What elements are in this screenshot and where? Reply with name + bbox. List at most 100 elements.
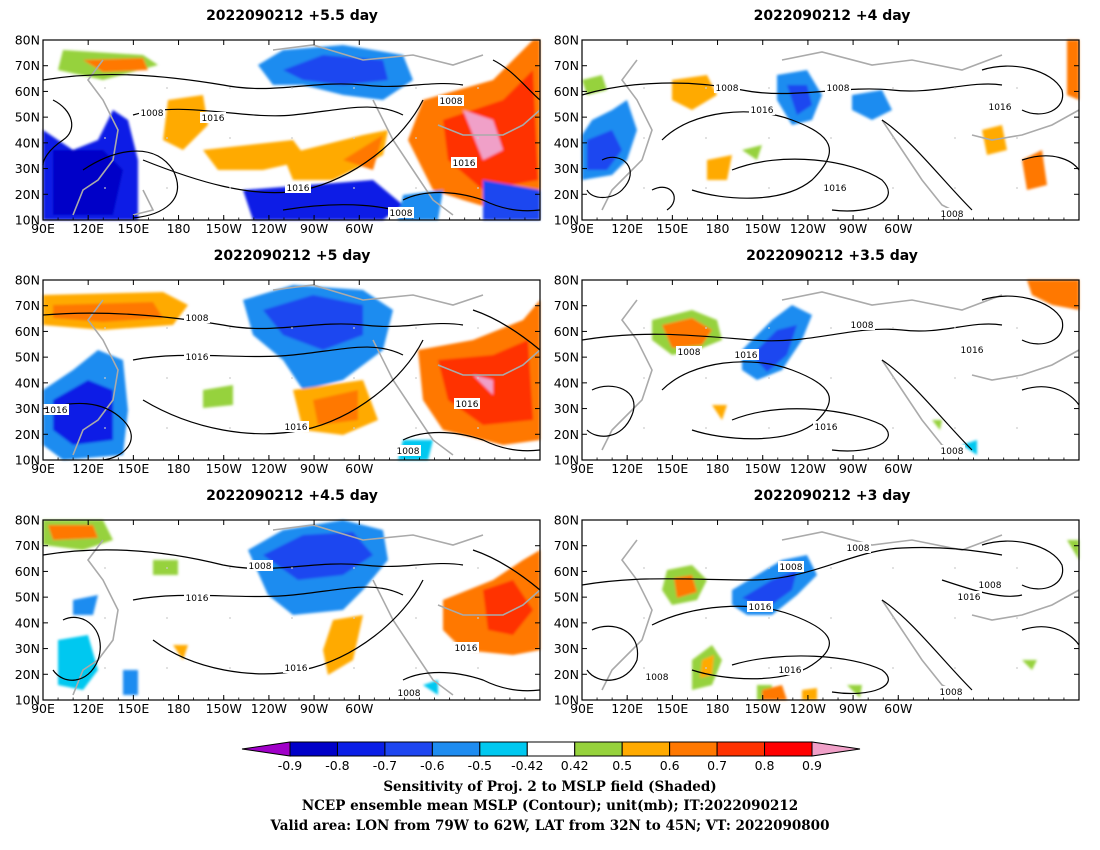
contour-label: 1016 <box>285 664 308 674</box>
colorbar-right-arrow <box>811 741 861 757</box>
contour-label: 1016 <box>751 106 774 116</box>
x-tick-label: 90W <box>300 701 328 716</box>
y-tick-label: 80N <box>15 33 40 48</box>
contour-label: 1008 <box>390 209 413 219</box>
colorbar-left-arrow <box>241 741 291 757</box>
contour-label: 1008 <box>141 109 164 119</box>
x-tick-label: 120E <box>611 461 643 476</box>
x-tick-label: 60W <box>345 461 373 476</box>
contour-label: 1016 <box>749 603 772 613</box>
contour-label: 1016 <box>735 351 758 361</box>
colorbar-label: 0.8 <box>755 758 775 773</box>
contour-label: 1008 <box>186 314 209 324</box>
x-tick-label: 120W <box>251 461 287 476</box>
contour-label: 1016 <box>186 353 209 363</box>
x-tick-label: 90W <box>300 461 328 476</box>
map-panel-1: 1008 1016 1016 1008 1016 1008 <box>42 40 541 220</box>
colorbar-label: 0.7 <box>707 758 727 773</box>
x-tick-label: 90W <box>839 701 867 716</box>
x-tick-label: 120W <box>790 461 826 476</box>
y-tick-label: 60N <box>554 324 579 339</box>
x-tick-label: 150W <box>206 221 242 236</box>
colorbar-label: 0.9 <box>802 758 822 773</box>
x-tick-label: 180 <box>706 221 730 236</box>
y-tick-label: 50N <box>15 590 40 605</box>
colorbar-box <box>621 741 671 757</box>
x-tick-label: 180 <box>167 461 191 476</box>
colorbar-label: 0.6 <box>660 758 680 773</box>
y-tick-label: 50N <box>554 350 579 365</box>
y-tick-label: 30N <box>554 161 579 176</box>
panel-title-3: 2022090212 +5 day <box>214 248 371 264</box>
x-tick-label: 90W <box>839 461 867 476</box>
x-tick-label: 120E <box>611 701 643 716</box>
x-tick-label: 60W <box>884 461 912 476</box>
y-tick-label: 70N <box>15 538 40 553</box>
x-tick-label: 120E <box>72 701 104 716</box>
y-tick-label: 50N <box>554 110 579 125</box>
y-tick-label: 20N <box>554 187 579 202</box>
colorbar-box <box>336 741 386 757</box>
x-tick-label: 90E <box>31 701 55 716</box>
y-tick-label: 70N <box>554 58 579 73</box>
map-panel-6: 1008 1008 1016 1008 1016 1008 1016 1008 <box>581 531 1080 700</box>
x-tick-label: 150W <box>745 221 781 236</box>
colorbar-box <box>716 741 766 757</box>
x-tick-label: 90W <box>839 221 867 236</box>
y-tick-label: 40N <box>554 375 579 390</box>
x-tick-label: 180 <box>167 701 191 716</box>
panel-axes-3: 90E 120E 150E 180 150W 120W 90W 60W 80N 70N 60N 50N… <box>15 273 541 476</box>
colorbar-box <box>289 741 338 757</box>
contour-label: 1016 <box>824 184 847 194</box>
contour-label: 1016 <box>186 594 209 604</box>
y-tick-label: 40N <box>15 615 40 630</box>
y-tick-label: 40N <box>15 375 40 390</box>
y-tick-label: 10N <box>15 213 40 228</box>
y-tick-label: 70N <box>15 298 40 313</box>
y-tick-label: 20N <box>554 667 579 682</box>
colorbar-label: -0.42 <box>511 758 543 773</box>
panel-title-4: 2022090212 +3.5 day <box>746 248 918 264</box>
y-tick-label: 20N <box>554 427 579 442</box>
y-tick-label: 60N <box>554 84 579 99</box>
x-tick-label: 150E <box>656 701 688 716</box>
x-tick-label: 90E <box>570 701 594 716</box>
y-tick-label: 30N <box>15 641 40 656</box>
y-tick-label: 80N <box>15 513 40 528</box>
colorbar: -0.9 -0.8 -0.7 -0.6 -0.5 -0.42 0.42 0.5 0.6 0.7 0.… <box>241 741 861 773</box>
contour-label: 1008 <box>941 447 964 457</box>
colorbar-box <box>764 741 813 757</box>
axes-frame <box>581 279 1080 461</box>
caption-line-2: NCEP ensemble mean MSLP (Contour); unit(… <box>302 798 798 814</box>
contour-label: 1008 <box>780 563 803 573</box>
y-tick-label: 20N <box>15 667 40 682</box>
colorbar-box <box>574 741 623 757</box>
x-tick-label: 150E <box>117 461 149 476</box>
contour-label: 1016 <box>455 644 478 654</box>
y-tick-label: 30N <box>554 401 579 416</box>
x-tick-label: 150W <box>206 701 242 716</box>
y-tick-label: 10N <box>554 453 579 468</box>
contour-label: 1016 <box>456 400 479 410</box>
axes-frame <box>42 519 541 701</box>
x-tick-label: 90W <box>300 221 328 236</box>
contour-label: 1016 <box>453 159 476 169</box>
y-tick-label: 50N <box>554 590 579 605</box>
colorbar-label: -0.7 <box>373 758 397 773</box>
contour-label: 1008 <box>440 97 463 107</box>
y-tick-label: 50N <box>15 350 40 365</box>
contour-label: 1008 <box>847 544 870 554</box>
axes-frame <box>581 39 1080 221</box>
x-tick-label: 120E <box>611 221 643 236</box>
contour-label: 1016 <box>285 423 308 433</box>
y-tick-label: 70N <box>554 538 579 553</box>
colorbar-label: 0.5 <box>612 758 632 773</box>
x-tick-label: 150E <box>117 221 149 236</box>
contour-label: 1016 <box>287 184 310 194</box>
contour-label: 1008 <box>827 84 850 94</box>
contour-label: 1008 <box>249 562 272 572</box>
panel-title-2: 2022090212 +4 day <box>754 8 911 24</box>
contour-label: 1008 <box>646 673 669 683</box>
map-panel-5: 1008 1016 1016 1016 1008 <box>42 520 541 699</box>
panel-title-5: 2022090212 +4.5 day <box>206 488 378 504</box>
